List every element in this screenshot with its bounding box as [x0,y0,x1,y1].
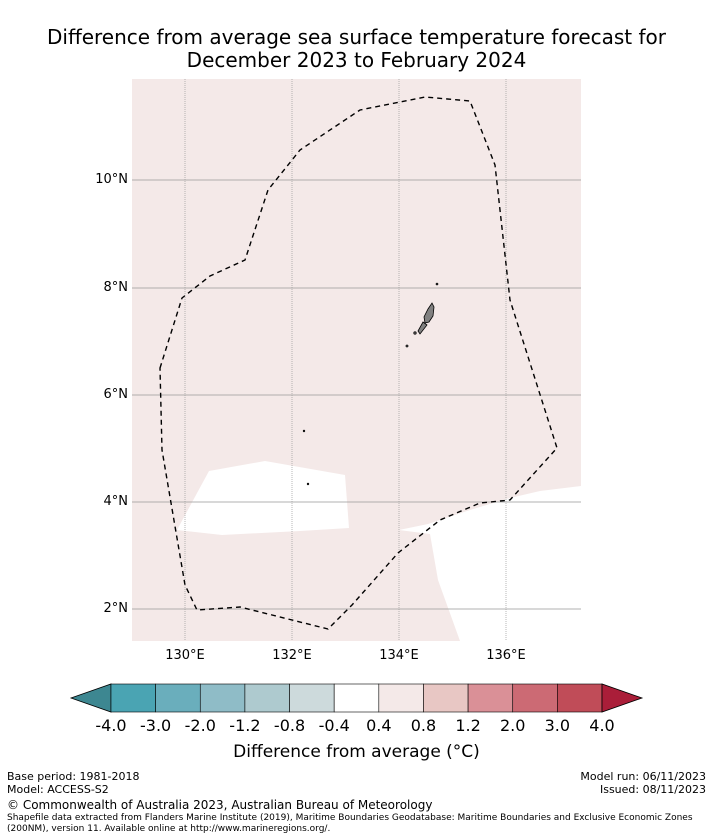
lon-label-130e: 130°E [165,648,205,663]
colorbar-segment [557,683,603,713]
colorbar-over-triangle [601,683,644,713]
colorbar-tick-label: 2.0 [499,716,526,735]
map-title-line-2: December 2023 to February 2024 [186,48,527,72]
lat-label-10n: 10°N [95,172,128,187]
neutral-patch-southeast [399,486,581,641]
sonsorol-island [302,429,306,433]
colorbar [69,683,644,713]
lat-label-4n: 4°N [103,494,129,509]
lat-label-2n: 2°N [103,601,129,616]
lon-label-134e: 134°E [379,648,419,663]
kayangel-island [435,282,439,286]
colorbar-segment [244,683,290,713]
colorbar-segment [289,683,335,713]
colorbar-tick-label: -1.2 [229,716,261,735]
neutral-patch-west [177,461,349,535]
colorbar-segment [467,683,514,713]
peleliu-island [413,331,417,335]
map-title-line-1: Difference from average sea surface temp… [46,25,666,49]
issued-date: Issued: 08/11/2023 [599,783,706,796]
lat-label-6n: 6°N [103,387,129,402]
colorbar-tick-label: -4.0 [95,716,127,735]
colorbar-segment [199,683,246,713]
model-name: Model: ACCESS-S2 [7,783,109,796]
colorbar-tick-label: -3.0 [140,716,172,735]
angaur-island [405,344,409,348]
shapefile-credit-1: Shapefile data extracted from Flanders M… [7,813,693,823]
colorbar-tick-label: -2.0 [184,716,216,735]
colorbar-tick-label: 3.0 [544,716,571,735]
model-run: Model run: 06/11/2023 [580,770,706,783]
colorbar-segment [110,683,156,713]
colorbar-segment [512,683,558,713]
babeldaob-island [423,302,435,324]
colorbar-tick-label: -0.8 [273,716,306,735]
rock-islands [417,321,428,335]
colorbar-tick-label: 0.8 [410,716,437,735]
gridlines [132,79,581,641]
shapefile-credit-2: (200NM), version 11. Available online at… [7,824,331,834]
copyright: © Commonwealth of Australia 2023, Austra… [7,798,433,812]
base-period: Base period: 1981-2018 [7,770,140,783]
colorbar-segment [378,683,424,713]
tobi-island [306,482,310,486]
colorbar-segment [333,683,380,713]
palau-islands [302,282,439,486]
lon-label-136e: 136°E [486,648,526,663]
colorbar-segment [155,683,201,713]
colorbar-tick-label: -0.4 [318,716,350,735]
colorbar-under-triangle [69,683,112,713]
colorbar-tick-label: 1.2 [455,716,481,735]
sst-anomaly-map [132,79,581,641]
lat-label-8n: 8°N [103,280,129,295]
lon-label-132e: 132°E [272,648,312,663]
colorbar-segment [423,683,469,713]
colorbar-label: Difference from average (°C) [233,742,480,762]
colorbar-tick-label: 0.4 [366,716,392,735]
colorbar-tick-label: 4.0 [589,716,615,735]
